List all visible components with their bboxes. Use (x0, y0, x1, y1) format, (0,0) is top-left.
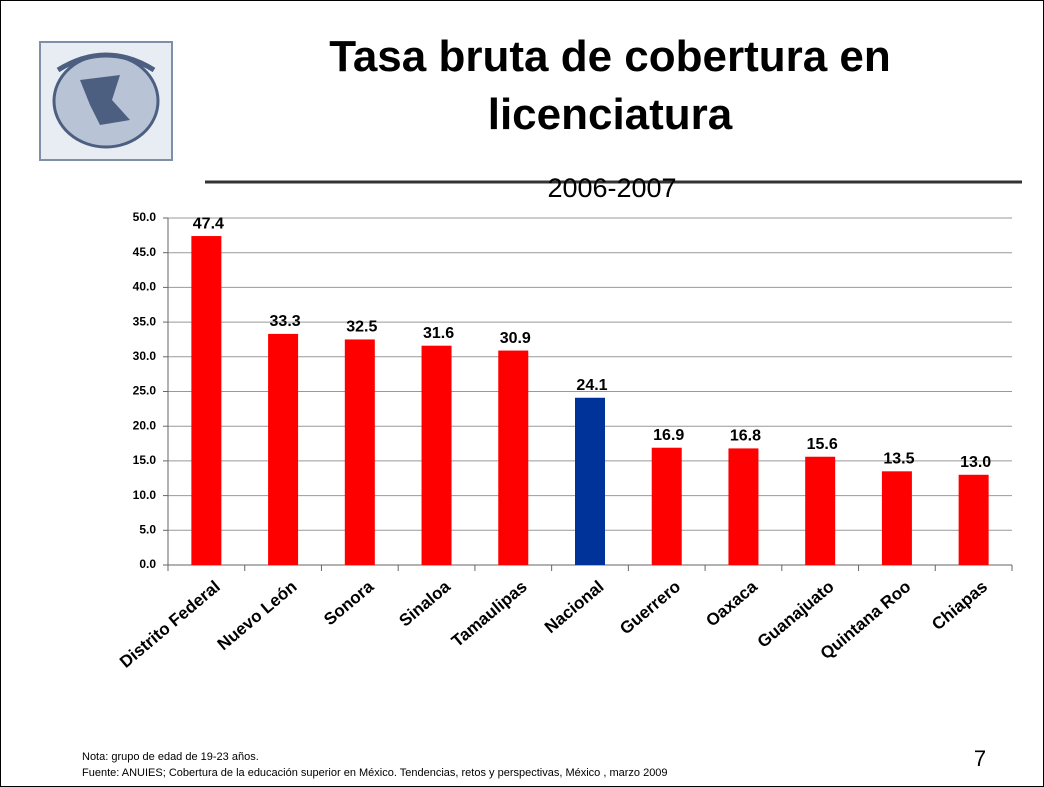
value-label: 13.5 (883, 451, 914, 468)
y-tick-label: 35.0 (133, 314, 157, 328)
y-tick-label: 50.0 (133, 210, 157, 224)
value-label: 15.6 (807, 436, 838, 453)
y-tick-label: 20.0 (133, 418, 157, 432)
bar (805, 456, 836, 565)
bar (651, 447, 682, 565)
note: Nota: grupo de edad de 19-23 años. (82, 751, 259, 763)
slide-title: Tasa bruta de cobertura en licenciatura (329, 32, 891, 139)
bar (728, 448, 759, 565)
bar (268, 333, 299, 565)
bar (575, 397, 605, 565)
value-label: 33.3 (270, 313, 301, 330)
y-tick-label: 15.0 (133, 453, 157, 467)
bar (881, 471, 912, 565)
x-tick-label: Sonora (320, 577, 377, 630)
bar (498, 350, 529, 565)
value-label: 13.0 (960, 454, 991, 471)
page-number: 7 (974, 746, 986, 771)
bar (421, 345, 452, 565)
x-tick-label: Nacional (541, 577, 607, 637)
y-tick-label: 0.0 (139, 557, 156, 571)
y-tick-label: 45.0 (133, 245, 157, 259)
y-tick-label: 40.0 (133, 280, 157, 294)
value-label: 32.5 (346, 319, 377, 336)
y-tick-label: 5.0 (139, 522, 156, 536)
value-label: 16.8 (730, 428, 761, 445)
y-tick-label: 30.0 (133, 349, 157, 363)
bar (958, 474, 989, 565)
x-tick-label: Sinaloa (395, 577, 454, 631)
value-label: 31.6 (423, 325, 454, 342)
note: Fuente: ANUIES; Cobertura de la educació… (82, 767, 668, 779)
x-tick-label: Oaxaca (702, 577, 761, 631)
x-tick-label: Chiapas (928, 577, 991, 634)
logo (39, 41, 173, 161)
value-label: 24.1 (576, 377, 607, 394)
bar (344, 339, 375, 565)
value-label: 47.4 (193, 215, 224, 232)
y-tick-label: 10.0 (133, 488, 157, 502)
subtitle: 2006-2007 (547, 173, 676, 203)
y-tick-label: 25.0 (133, 384, 157, 398)
x-tick-label: Distrito Federal (116, 577, 224, 672)
x-tick-label: Guerrero (616, 577, 684, 638)
x-tick-label: Tamaulipas (448, 577, 531, 651)
value-label: 30.9 (500, 330, 531, 347)
value-label: 16.9 (653, 427, 684, 444)
bar (191, 236, 222, 565)
x-tick-label: Nuevo León (214, 577, 301, 654)
